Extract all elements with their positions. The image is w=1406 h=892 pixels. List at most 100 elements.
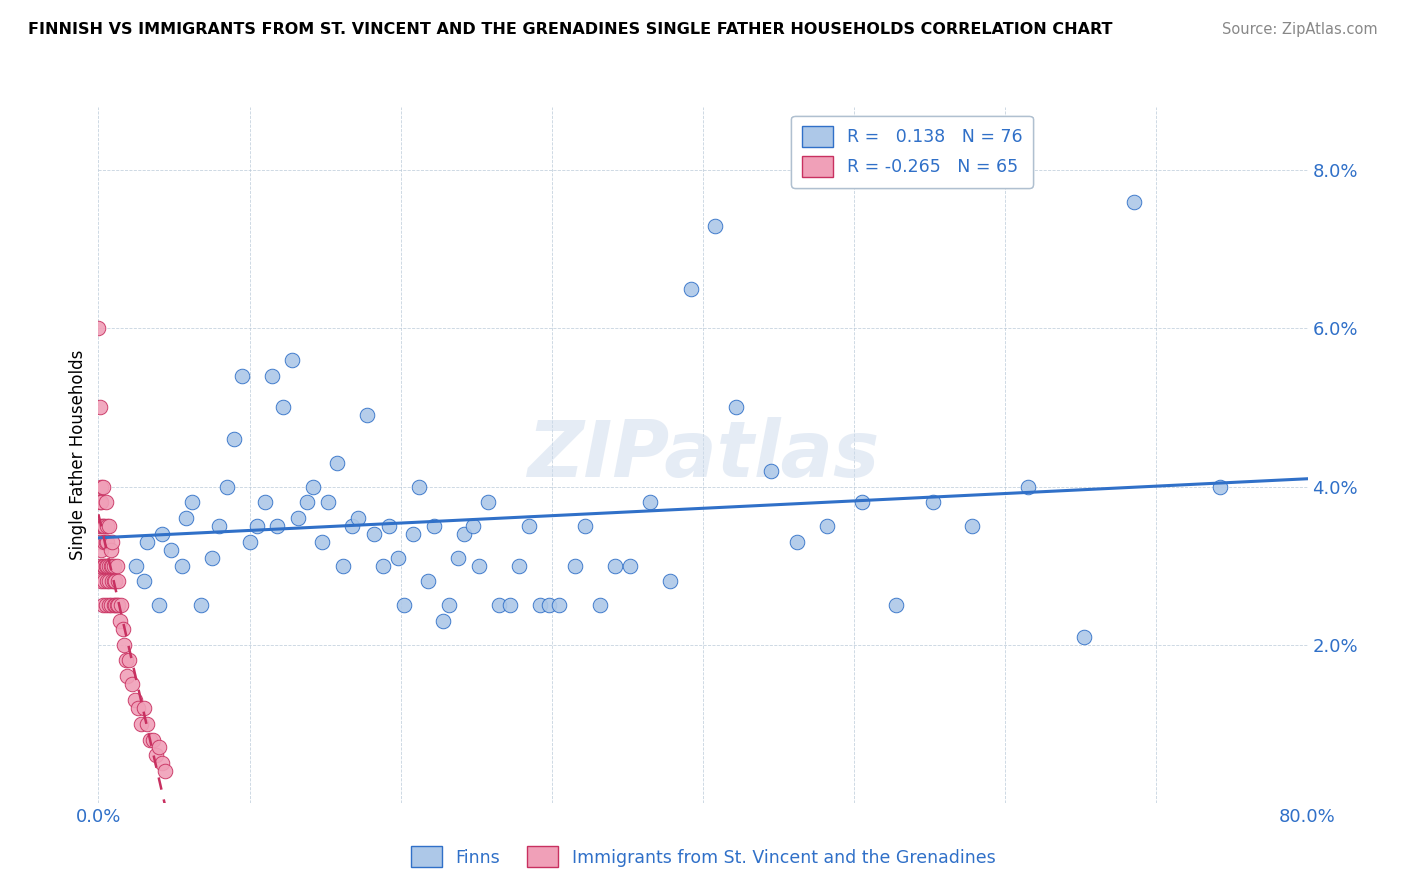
Point xyxy=(104,598,127,612)
Point xyxy=(87,519,110,533)
Point xyxy=(619,558,641,573)
Point xyxy=(658,574,681,589)
Point xyxy=(112,638,135,652)
Point xyxy=(326,456,349,470)
Point xyxy=(105,558,128,573)
Point xyxy=(93,574,115,589)
Point xyxy=(93,519,115,533)
Point xyxy=(121,677,143,691)
Point xyxy=(529,598,551,612)
Point xyxy=(921,495,943,509)
Point xyxy=(488,598,510,612)
Point xyxy=(148,598,170,612)
Point xyxy=(91,558,114,573)
Point xyxy=(786,534,808,549)
Text: FINNISH VS IMMIGRANTS FROM ST. VINCENT AND THE GRENADINES SINGLE FATHER HOUSEHOL: FINNISH VS IMMIGRANTS FROM ST. VINCENT A… xyxy=(28,22,1112,37)
Point xyxy=(89,401,111,415)
Point xyxy=(356,409,378,423)
Point xyxy=(125,558,148,573)
Point xyxy=(508,558,530,573)
Point xyxy=(115,669,138,683)
Point xyxy=(281,353,304,368)
Point xyxy=(815,519,838,533)
Point xyxy=(96,574,118,589)
Point xyxy=(148,740,170,755)
Point xyxy=(98,558,121,573)
Point xyxy=(463,519,485,533)
Point xyxy=(107,574,129,589)
Point xyxy=(387,550,409,565)
Point xyxy=(90,519,112,533)
Point xyxy=(150,527,173,541)
Point xyxy=(174,511,197,525)
Point xyxy=(239,534,262,549)
Point xyxy=(127,701,149,715)
Point xyxy=(1017,479,1039,493)
Point xyxy=(94,558,117,573)
Point xyxy=(160,542,183,557)
Point xyxy=(98,519,121,533)
Point xyxy=(377,519,399,533)
Point xyxy=(132,701,155,715)
Point xyxy=(432,614,454,628)
Point xyxy=(517,519,540,533)
Point xyxy=(725,401,748,415)
Point xyxy=(170,558,193,573)
Point xyxy=(89,558,111,573)
Point xyxy=(886,598,908,612)
Point xyxy=(231,368,253,383)
Point xyxy=(423,519,446,533)
Point xyxy=(100,558,122,573)
Point xyxy=(103,574,125,589)
Point xyxy=(87,321,110,335)
Point xyxy=(181,495,204,509)
Point xyxy=(139,732,162,747)
Point xyxy=(416,574,439,589)
Point xyxy=(94,534,117,549)
Point xyxy=(447,550,470,565)
Point xyxy=(498,598,520,612)
Text: ZIPatlas: ZIPatlas xyxy=(527,417,879,493)
Point xyxy=(392,598,415,612)
Point xyxy=(100,598,122,612)
Point xyxy=(564,558,586,573)
Point xyxy=(101,534,124,549)
Point xyxy=(332,558,354,573)
Point xyxy=(111,622,134,636)
Point xyxy=(153,764,176,779)
Point xyxy=(96,534,118,549)
Point xyxy=(408,479,430,493)
Point xyxy=(266,519,288,533)
Point xyxy=(190,598,212,612)
Point xyxy=(295,495,318,509)
Point xyxy=(94,495,117,509)
Point xyxy=(302,479,325,493)
Point xyxy=(437,598,460,612)
Text: Source: ZipAtlas.com: Source: ZipAtlas.com xyxy=(1222,22,1378,37)
Point xyxy=(224,432,246,446)
Point xyxy=(108,614,131,628)
Point xyxy=(589,598,612,612)
Legend: Finns, Immigrants from St. Vincent and the Grenadines: Finns, Immigrants from St. Vincent and t… xyxy=(404,839,1002,874)
Point xyxy=(105,598,128,612)
Point xyxy=(201,550,224,565)
Point xyxy=(114,653,136,667)
Point xyxy=(98,574,121,589)
Point xyxy=(287,511,309,525)
Point xyxy=(363,527,385,541)
Point xyxy=(110,598,132,612)
Point xyxy=(371,558,394,573)
Point xyxy=(453,527,475,541)
Point xyxy=(103,558,125,573)
Point xyxy=(101,574,124,589)
Point xyxy=(90,574,112,589)
Point xyxy=(679,282,702,296)
Y-axis label: Single Father Households: Single Father Households xyxy=(69,350,87,560)
Point xyxy=(89,495,111,509)
Point xyxy=(142,732,165,747)
Point xyxy=(124,693,146,707)
Point xyxy=(91,519,114,533)
Point xyxy=(132,574,155,589)
Point xyxy=(96,519,118,533)
Point xyxy=(759,464,782,478)
